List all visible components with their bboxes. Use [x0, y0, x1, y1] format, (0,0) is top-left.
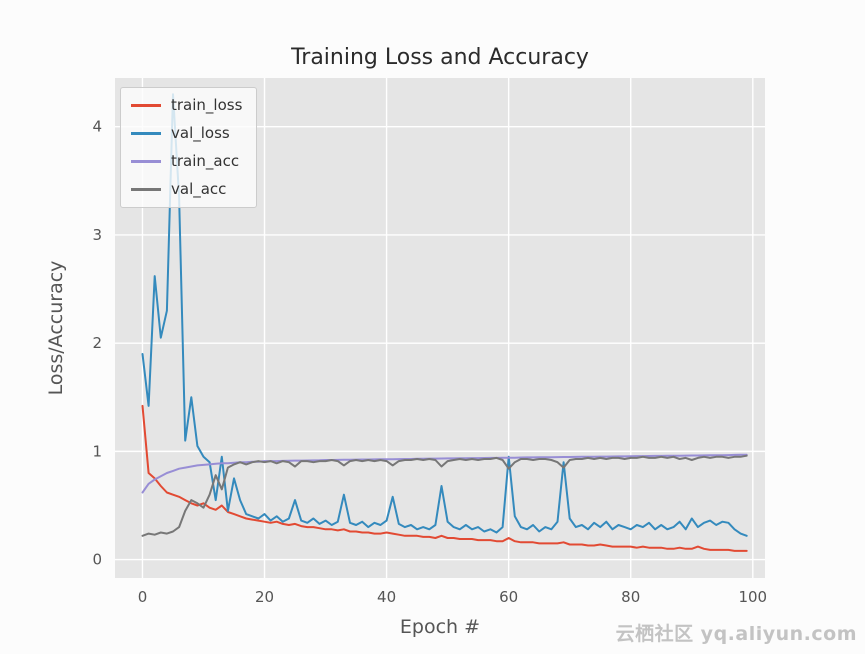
legend-item-val_acc: val_acc: [131, 179, 242, 200]
legend-label: train_loss: [171, 96, 243, 114]
x-tick-label: 0: [138, 588, 148, 606]
legend-line-swatch: [131, 188, 161, 191]
y-tick-label: 0: [92, 551, 102, 569]
legend: train_loss val_loss train_acc val_acc: [120, 87, 258, 208]
chart-title: Training Loss and Accuracy: [290, 45, 589, 70]
legend-line-swatch: [131, 160, 161, 163]
series-line-val_acc: [141, 454, 748, 537]
legend-item-train_acc: train_acc: [131, 151, 242, 172]
legend-line-swatch: [131, 132, 161, 135]
watermark: 云栖社区 yq.aliyun.com: [615, 623, 857, 645]
x-tick-label: 60: [499, 588, 518, 606]
y-tick-label: 3: [92, 226, 102, 244]
x-tick-label: 100: [738, 588, 767, 606]
x-tick-label: 40: [377, 588, 396, 606]
series-line-val_loss: [141, 93, 748, 537]
series-line-train_acc: [141, 453, 748, 494]
x-tick-label: 20: [255, 588, 274, 606]
y-axis-label: Loss/Accuracy: [45, 261, 67, 396]
x-axis-label: Epoch #: [400, 616, 480, 638]
legend-label: val_acc: [171, 180, 227, 198]
legend-item-train_loss: train_loss: [131, 95, 242, 116]
y-tick-label: 4: [92, 118, 102, 136]
legend-label: val_loss: [171, 124, 230, 142]
legend-label: train_acc: [171, 152, 240, 170]
legend-line-swatch: [131, 104, 161, 107]
series-line-train_loss: [141, 404, 748, 552]
y-tick-label: 2: [92, 334, 102, 352]
x-tick-label: 80: [621, 588, 640, 606]
legend-item-val_loss: val_loss: [131, 123, 242, 144]
y-tick-label: 1: [92, 442, 102, 460]
